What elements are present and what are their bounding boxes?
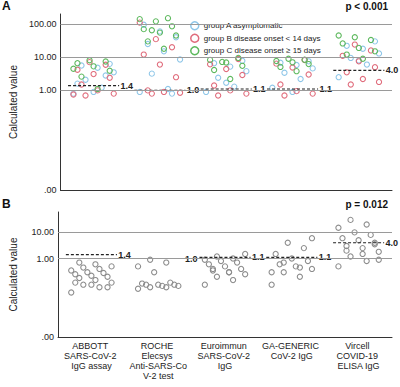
svg-text:1.1: 1.1 <box>319 84 332 94</box>
svg-text:.00: .00 <box>41 332 54 342</box>
svg-text:ABBOTT: ABBOTT <box>72 341 110 351</box>
svg-text:Calculated value: Calculated value <box>8 65 19 139</box>
svg-text:Anti-SARS-Co: Anti-SARS-Co <box>129 361 187 371</box>
svg-text:4.0: 4.0 <box>385 238 398 248</box>
svg-text:100.00: 100.00 <box>29 19 57 29</box>
svg-text:1.1: 1.1 <box>319 252 332 262</box>
svg-text:ROCHE: ROCHE <box>141 341 176 351</box>
svg-text:1.0: 1.0 <box>186 85 200 96</box>
svg-text:4.0: 4.0 <box>386 65 399 75</box>
svg-text:SARS-CoV-2: SARS-CoV-2 <box>64 351 119 361</box>
svg-text:CoV-2 IgG: CoV-2 IgG <box>271 351 313 361</box>
svg-text:group B disease onset < 14 day: group B disease onset < 14 days <box>204 34 321 43</box>
svg-text:1.1: 1.1 <box>252 252 265 262</box>
svg-text:V-2 test: V-2 test <box>143 371 174 381</box>
svg-text:GA-GENERIC: GA-GENERIC <box>262 341 322 351</box>
svg-text:1.1: 1.1 <box>253 84 266 94</box>
svg-text:Calculated value: Calculated value <box>8 237 19 311</box>
svg-text:p < 0.001: p < 0.001 <box>345 1 388 12</box>
svg-text:10.00: 10.00 <box>34 52 57 62</box>
svg-text:IgG assay: IgG assay <box>71 361 112 371</box>
svg-text:IgG: IgG <box>218 361 233 371</box>
svg-text:Vircell: Vircell <box>345 341 372 351</box>
svg-text:group C disease onset ≥ 15 day: group C disease onset ≥ 15 days <box>204 46 321 55</box>
svg-text:group A asymptomatic: group A asymptomatic <box>204 21 283 30</box>
svg-text:Euroimmun: Euroimmun <box>201 341 250 351</box>
svg-text:SARS-CoV-2: SARS-CoV-2 <box>197 351 252 361</box>
svg-text:1.00: 1.00 <box>36 254 54 264</box>
svg-text:1.00: 1.00 <box>39 85 57 95</box>
svg-text:1.4: 1.4 <box>120 81 133 91</box>
svg-text:Elecsys: Elecsys <box>141 351 175 361</box>
svg-text:1.0: 1.0 <box>185 253 198 264</box>
svg-text:COVID-19: COVID-19 <box>337 351 381 361</box>
svg-text:.00: .00 <box>44 185 57 195</box>
svg-text:1.4: 1.4 <box>118 249 131 260</box>
svg-text:A: A <box>2 0 11 13</box>
svg-text:p = 0.012: p = 0.012 <box>345 199 388 210</box>
svg-text:10.00: 10.00 <box>31 227 54 237</box>
svg-text:B: B <box>2 197 11 211</box>
svg-text:ELISA IgG: ELISA IgG <box>338 361 380 371</box>
